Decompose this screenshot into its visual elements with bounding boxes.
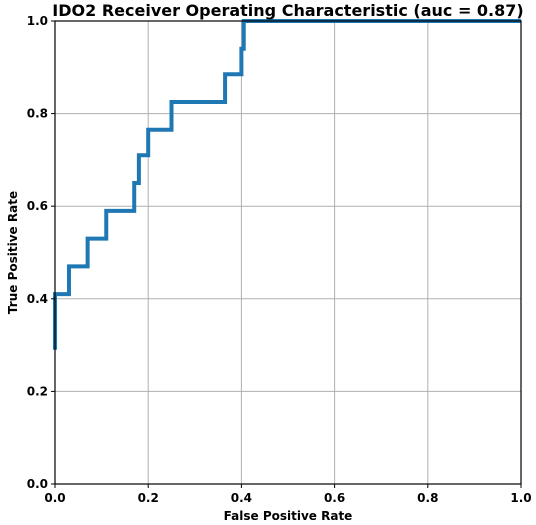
plot-frame bbox=[54, 20, 522, 485]
y-tick-label: 0.8 bbox=[27, 107, 48, 121]
y-axis-label: True Positive Rate bbox=[6, 191, 20, 314]
y-tick-label: 0.0 bbox=[27, 477, 48, 491]
x-tick-label: 0.8 bbox=[417, 491, 438, 505]
chart-title: IDO2 Receiver Operating Characteristic (… bbox=[52, 1, 523, 20]
x-tick-label: 0.2 bbox=[138, 491, 159, 505]
y-tick-label: 0.2 bbox=[27, 384, 48, 398]
y-tick-label: 0.4 bbox=[27, 292, 48, 306]
y-tick-label: 0.6 bbox=[27, 199, 48, 213]
x-tick-label: 1.0 bbox=[510, 491, 531, 505]
y-tick-label: 1.0 bbox=[27, 14, 48, 28]
roc-curve-line bbox=[53, 19, 521, 350]
axis-ticks: 0.0 0.2 0.4 0.6 0.8 1.0 0.0 0.2 0.4 0.6 0.8 1.0 bbox=[27, 14, 532, 505]
x-axis-label: False Positive Rate bbox=[224, 509, 353, 523]
x-tick-label: 0.6 bbox=[324, 491, 345, 505]
series-layer bbox=[53, 19, 521, 350]
x-tick-label: 0.4 bbox=[231, 491, 252, 505]
grid-lines bbox=[54, 20, 522, 485]
x-tick-label: 0.0 bbox=[44, 491, 65, 505]
